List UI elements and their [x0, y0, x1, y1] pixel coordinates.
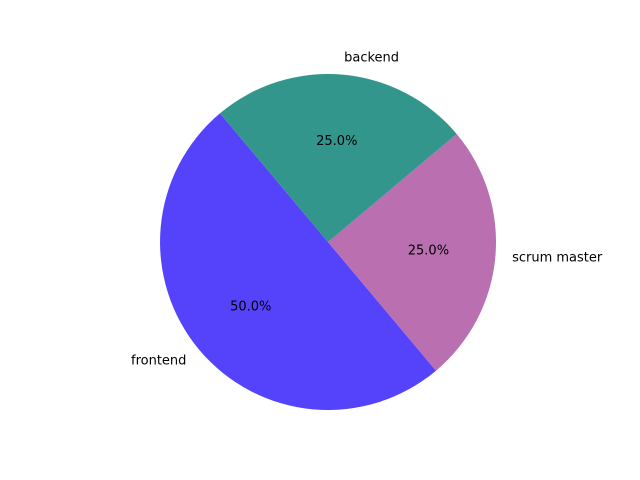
slice-percentage-backend: 25.0% [316, 134, 357, 149]
slices-layer [160, 73, 497, 410]
slice-label-backend: backend [344, 50, 399, 65]
pie-slice-frontend [160, 113, 436, 410]
slice-label-frontend: frontend [131, 353, 186, 368]
slice-percentage-frontend: 50.0% [230, 299, 271, 314]
slice-percentage-scrum-master: 25.0% [408, 243, 449, 258]
slice-label-scrum-master: scrum master [512, 251, 603, 266]
pie-slice-scrum-master [328, 134, 497, 371]
labels-layer: frontend 50.0% scrum master 25.0% backend 25.… [131, 50, 603, 368]
pie-slice-backend [220, 73, 457, 243]
